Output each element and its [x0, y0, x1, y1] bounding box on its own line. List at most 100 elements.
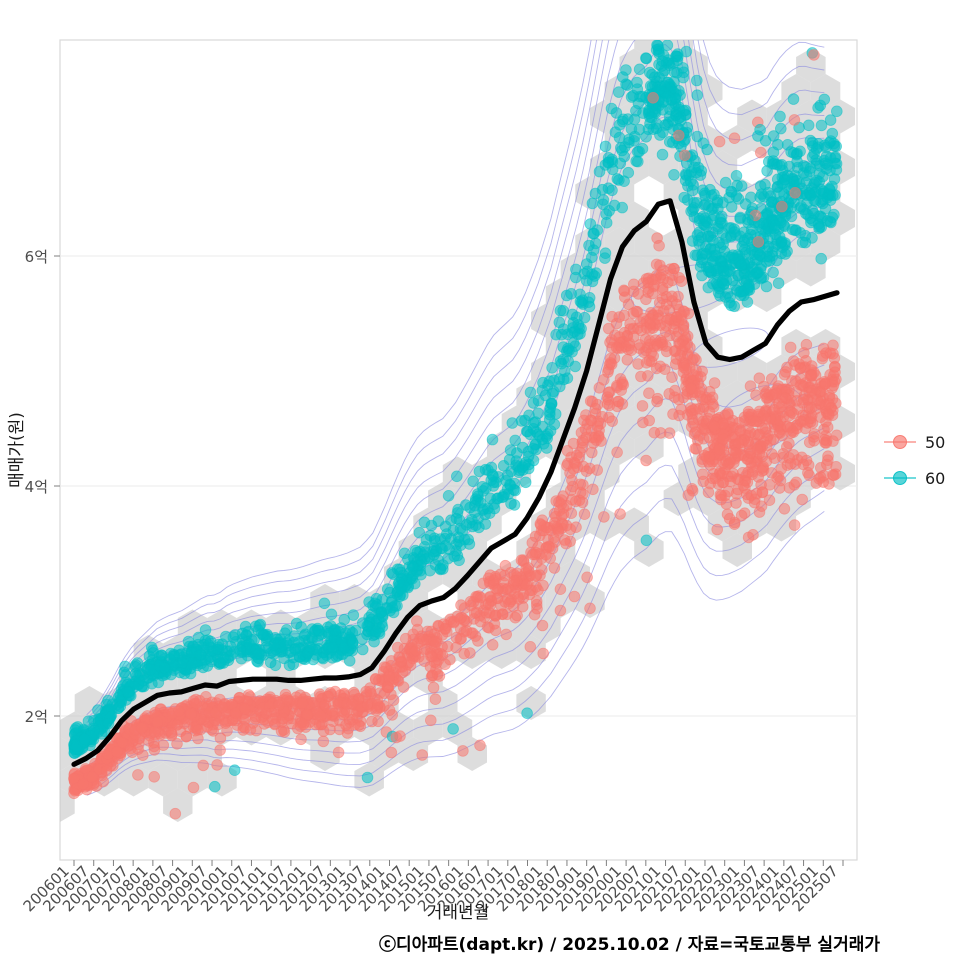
data-point: [516, 441, 529, 454]
data-point: [369, 625, 382, 638]
data-point: [808, 49, 820, 61]
data-point: [830, 105, 843, 118]
data-point: [587, 437, 600, 449]
data-point: [295, 621, 307, 633]
data-point: [584, 602, 596, 615]
data-point: [560, 537, 572, 550]
data-point: [508, 575, 521, 587]
data-point: [491, 592, 504, 605]
data-point: [544, 402, 557, 414]
data-point: [760, 385, 773, 398]
data-point: [77, 778, 89, 790]
data-point: [457, 745, 469, 757]
data-point: [729, 446, 742, 459]
data-point: [735, 509, 748, 522]
data-point: [769, 219, 782, 232]
data-point: [707, 400, 720, 413]
data-point: [717, 433, 729, 445]
data-point: [399, 632, 412, 645]
data-point: [474, 739, 486, 752]
data-point: [194, 648, 207, 661]
data-point: [460, 624, 473, 637]
data-point: [715, 493, 727, 506]
data-point: [751, 443, 764, 456]
data-point: [212, 638, 225, 651]
data-point: [696, 422, 709, 435]
legend-item-60[interactable]: 60: [884, 469, 945, 488]
data-point: [742, 466, 754, 479]
data-point: [219, 717, 232, 729]
data-point: [690, 74, 703, 87]
data-point: [827, 435, 839, 447]
data-point: [214, 744, 226, 756]
data-point: [742, 282, 754, 294]
data-point: [643, 387, 655, 400]
data-point: [620, 78, 632, 90]
data-point: [819, 378, 831, 390]
data-point: [753, 372, 766, 385]
data-point: [765, 373, 778, 385]
data-point: [694, 169, 707, 181]
hexbin-cell: [310, 737, 340, 771]
data-point: [826, 211, 839, 224]
data-point: [474, 496, 487, 509]
data-point: [612, 86, 625, 98]
data-point: [431, 668, 444, 681]
data-point: [780, 441, 793, 453]
data-point: [635, 324, 647, 337]
data-point: [537, 647, 549, 660]
data-point: [480, 482, 492, 495]
data-point: [455, 599, 467, 611]
hexbin-cell: [693, 482, 723, 516]
data-point: [822, 450, 834, 463]
data-point: [314, 710, 327, 722]
data-point: [205, 655, 218, 668]
data-point: [521, 707, 533, 719]
data-point: [696, 468, 709, 481]
data-point: [391, 588, 404, 601]
data-point: [192, 724, 204, 736]
hexbin-cell: [766, 507, 797, 542]
data-point: [515, 415, 528, 427]
data-point: [625, 344, 638, 357]
data-point: [677, 324, 690, 337]
data-point: [398, 547, 411, 560]
data-point: [640, 293, 652, 306]
data-point: [651, 40, 663, 51]
data-point: [530, 546, 542, 559]
data-point: [526, 536, 539, 549]
data-point: [750, 389, 762, 402]
data-point: [677, 361, 690, 374]
data-point: [725, 201, 738, 213]
data-point: [429, 636, 442, 648]
data-point: [190, 697, 202, 710]
data-point: [618, 309, 630, 322]
data-point: [548, 374, 560, 387]
data-point: [693, 386, 706, 398]
data-point: [621, 353, 634, 366]
data-point: [483, 621, 495, 634]
data-point: [779, 366, 792, 378]
data-point: [369, 597, 381, 610]
hexbin-cell: [148, 762, 178, 797]
data-point: [187, 781, 200, 794]
data-point: [651, 395, 663, 408]
data-point: [381, 680, 394, 693]
legend-item-50[interactable]: 50: [884, 433, 945, 452]
data-point: [552, 526, 565, 538]
data-point: [509, 434, 522, 447]
data-point: [640, 534, 653, 547]
data-point: [524, 386, 537, 399]
data-point: [148, 770, 161, 783]
data-point: [688, 202, 700, 214]
data-point: [486, 468, 499, 481]
data-point: [679, 340, 691, 353]
x-axis: 2006012006072007012007072008012008072009…: [20, 860, 844, 915]
data-point: [785, 146, 797, 158]
data-point: [666, 371, 678, 384]
data-point: [744, 426, 757, 439]
density-contour-line: [86, 511, 825, 796]
data-point: [708, 377, 721, 389]
data-point: [618, 284, 630, 297]
